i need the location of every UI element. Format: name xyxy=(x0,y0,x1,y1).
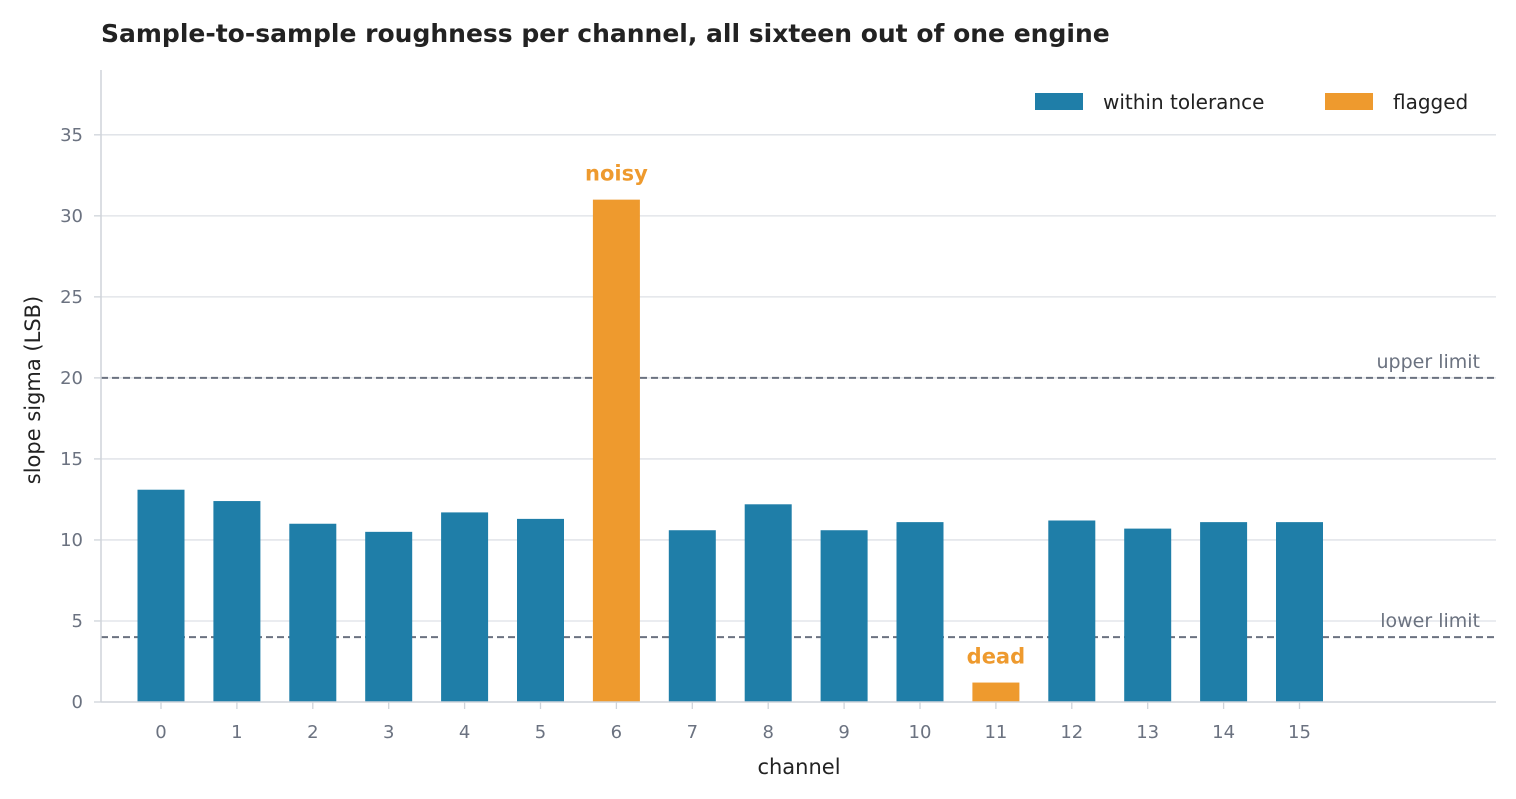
legend-swatch-1 xyxy=(1325,93,1373,110)
reference-line-label-1: lower limit xyxy=(1380,610,1480,632)
bar-channel-13 xyxy=(1124,528,1172,702)
y-tick-label-30: 30 xyxy=(60,206,83,227)
annotation-noisy: noisy xyxy=(585,162,648,186)
annotation-dead: dead xyxy=(967,645,1025,669)
y-tick-label-35: 35 xyxy=(60,125,83,146)
y-tick-label-10: 10 xyxy=(60,530,83,551)
legend-label-0: within tolerance xyxy=(1103,90,1264,114)
x-tick-label-2: 2 xyxy=(307,722,318,743)
bar-channel-14 xyxy=(1200,522,1248,702)
x-tick-label-9: 9 xyxy=(838,722,849,743)
bar-channel-10 xyxy=(896,522,944,702)
bar-channel-9 xyxy=(820,530,868,702)
annotations: noisy dead xyxy=(585,162,1025,669)
x-tick-label-0: 0 xyxy=(155,722,166,743)
x-axis-label: channel xyxy=(757,755,840,779)
bar-channel-7 xyxy=(668,530,716,702)
x-tick-label-10: 10 xyxy=(909,722,932,743)
bar-channel-0 xyxy=(137,489,185,702)
x-tick-label-12: 12 xyxy=(1060,722,1083,743)
bar-channel-8 xyxy=(744,504,792,702)
bar-channel-5 xyxy=(517,518,564,702)
x-tick-label-8: 8 xyxy=(762,722,773,743)
y-tick-label-25: 25 xyxy=(60,287,83,308)
legend-label-1: flagged xyxy=(1393,90,1468,114)
bars xyxy=(137,199,1323,702)
x-tick-label-14: 14 xyxy=(1212,722,1235,743)
y-tick-label-20: 20 xyxy=(60,368,83,389)
x-tick-label-11: 11 xyxy=(984,722,1007,743)
reference-line-label-0: upper limit xyxy=(1377,351,1481,373)
bar-channel-4 xyxy=(441,512,489,702)
x-tick-label-4: 4 xyxy=(459,722,470,743)
bar-channel-15 xyxy=(1276,522,1323,702)
bar-channel-6 xyxy=(592,199,640,702)
x-tick-label-1: 1 xyxy=(231,722,242,743)
bar-channel-11 xyxy=(972,682,1020,702)
y-tick-label-0: 0 xyxy=(72,692,83,713)
chart-title: Sample-to-sample roughness per channel, … xyxy=(101,19,1110,48)
x-tick-label-5: 5 xyxy=(535,722,546,743)
y-tick-label-15: 15 xyxy=(60,449,83,470)
bar-channel-2 xyxy=(289,523,337,702)
x-tick-label-13: 13 xyxy=(1136,722,1159,743)
y-axis-label: slope sigma (LSB) xyxy=(21,296,45,484)
bar-channel-1 xyxy=(213,501,261,702)
legend: within tolerance flagged xyxy=(1035,90,1468,114)
bar-channel-3 xyxy=(365,531,413,702)
x-tick-label-3: 3 xyxy=(383,722,394,743)
legend-swatch-0 xyxy=(1035,93,1083,110)
x-tick-label-15: 15 xyxy=(1288,722,1311,743)
y-tick-label-5: 5 xyxy=(72,611,83,632)
x-tick-label-6: 6 xyxy=(611,722,622,743)
x-tick-label-7: 7 xyxy=(687,722,698,743)
bar-channel-12 xyxy=(1048,520,1096,702)
